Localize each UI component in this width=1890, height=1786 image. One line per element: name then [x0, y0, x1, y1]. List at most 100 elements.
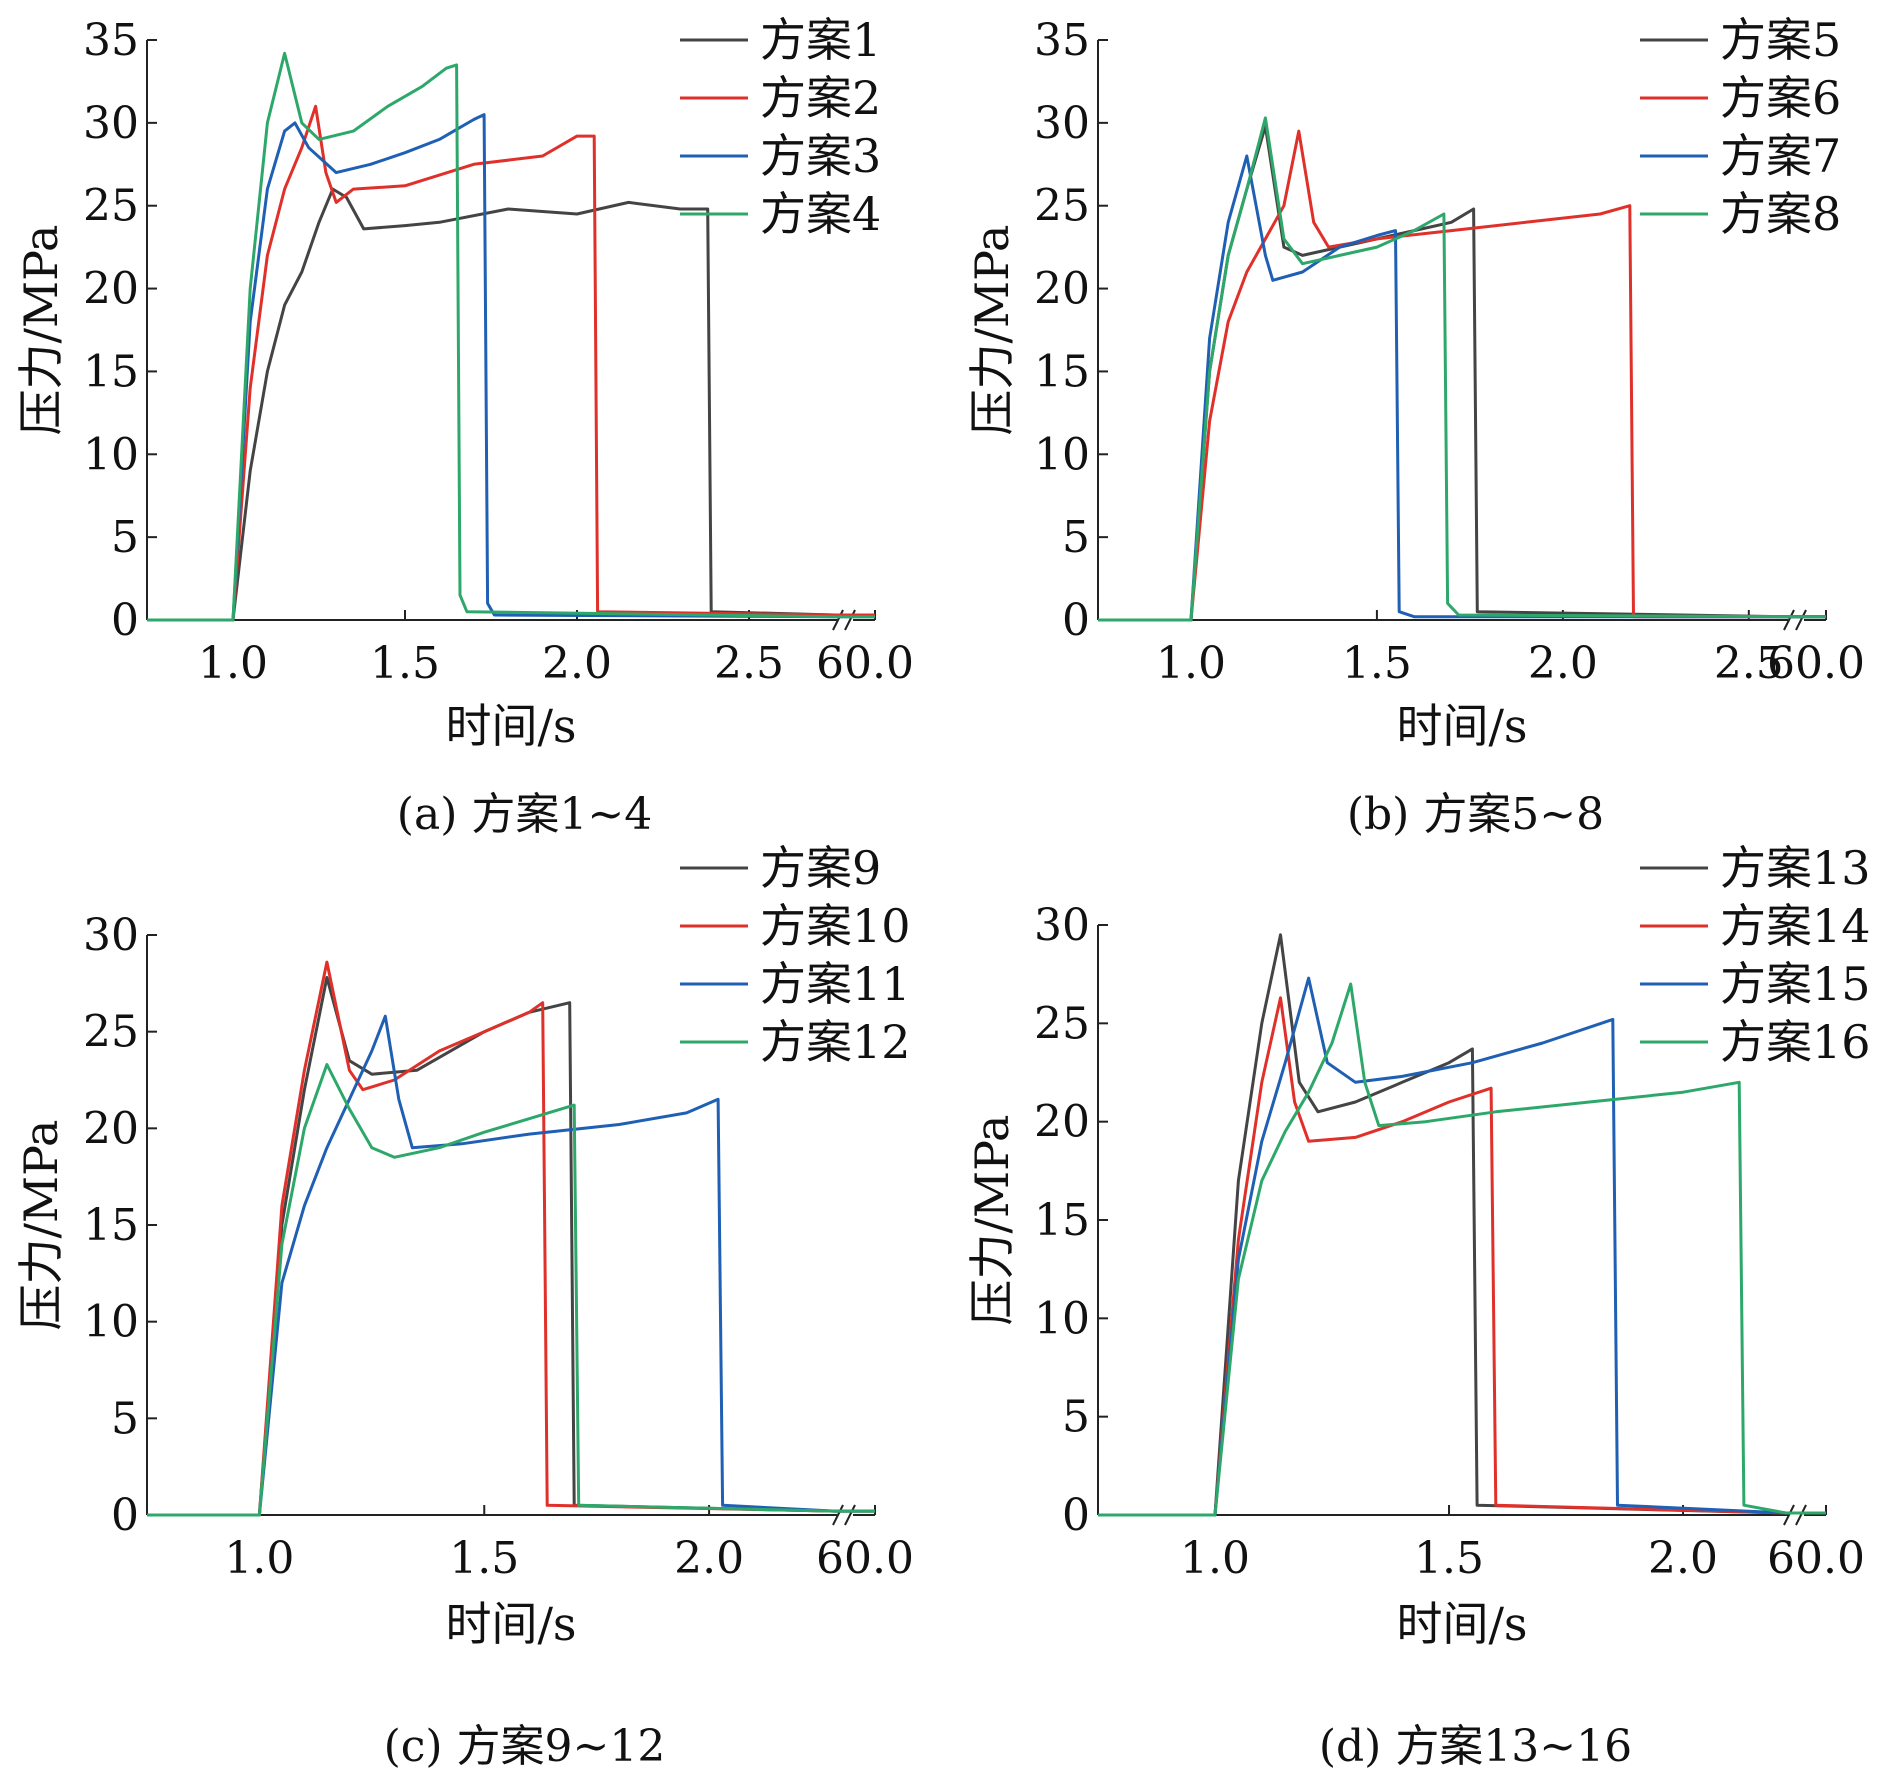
- x-tick-label: 2.5: [714, 638, 784, 689]
- x-axis-label: 时间/s: [1396, 699, 1527, 753]
- series-line-2: [147, 104, 875, 622]
- series-line-2: [1098, 996, 1826, 1517]
- legend-label: 方案13: [1720, 841, 1871, 895]
- legend-label: 方案12: [760, 1015, 911, 1069]
- y-tick-label: 5: [111, 512, 139, 563]
- axis-break-mark: [1795, 1504, 1807, 1526]
- x-tick-label: 2.0: [1528, 638, 1598, 689]
- y-axis-label: 压力/MPa: [965, 225, 1019, 436]
- legend-label: 方案15: [1720, 957, 1871, 1011]
- series-line-3: [1098, 154, 1826, 622]
- x-tick-label: 2.0: [674, 1533, 744, 1584]
- y-tick-label: 25: [1034, 181, 1090, 232]
- y-tick-label: 10: [83, 1297, 139, 1348]
- x-axis-label: 时间/s: [445, 699, 576, 753]
- series-line-4: [147, 1063, 875, 1517]
- y-tick-label: 30: [83, 910, 139, 961]
- legend-label: 方案10: [760, 899, 911, 953]
- y-tick-label: 20: [1034, 1097, 1090, 1148]
- caption-d: (d) 方案13~16: [1318, 1721, 1633, 1772]
- x-break-tick-label: 60.0: [816, 638, 914, 689]
- x-tick-label: 2.0: [542, 638, 612, 689]
- legend-label: 方案5: [1720, 13, 1841, 67]
- y-tick-label: 30: [83, 98, 139, 149]
- y-tick-label: 15: [83, 1200, 139, 1251]
- x-break-tick-label: 60.0: [1767, 638, 1865, 689]
- y-tick-label: 0: [1062, 1490, 1090, 1541]
- axis-break-mark: [844, 1504, 856, 1526]
- x-tick-label: 1.5: [1342, 638, 1412, 689]
- y-tick-label: 10: [83, 429, 139, 480]
- x-tick-label: 1.0: [1180, 1533, 1250, 1584]
- legend-label: 方案16: [1720, 1015, 1871, 1069]
- legend-label: 方案9: [760, 841, 881, 895]
- series-line-1: [147, 187, 875, 622]
- x-tick-label: 1.0: [1156, 638, 1226, 689]
- caption-b: (b) 方案5~8: [1346, 789, 1605, 840]
- legend-label: 方案7: [1720, 129, 1841, 183]
- y-tick-label: 30: [1034, 98, 1090, 149]
- y-tick-label: 15: [1034, 1195, 1090, 1246]
- series-line-2: [1098, 129, 1826, 622]
- legend-label: 方案1: [760, 13, 881, 67]
- chart-2: 0 5 10 15 20 25 30 35 1.0 1.5 2.0 2.560.0 时间/s 压力/MPa…: [965, 13, 1865, 753]
- y-tick-label: 35: [1034, 15, 1090, 66]
- y-tick-label: 25: [1034, 998, 1090, 1049]
- y-axis-label: 压力/MPa: [965, 1115, 1019, 1326]
- legend-label: 方案8: [1720, 187, 1841, 241]
- x-tick-label: 1.5: [370, 638, 440, 689]
- series-line-1: [1098, 933, 1826, 1517]
- y-tick-label: 10: [1034, 429, 1090, 480]
- caption-c: (c) 方案9~12: [383, 1721, 666, 1772]
- series-line-3: [147, 1014, 875, 1517]
- axis-break-mark: [832, 609, 844, 631]
- series-line-3: [147, 113, 875, 622]
- x-tick-label: 1.0: [198, 638, 268, 689]
- y-tick-label: 15: [83, 346, 139, 397]
- y-axis-label: 压力/MPa: [14, 1120, 68, 1331]
- axis-break-mark: [1783, 1504, 1795, 1526]
- y-tick-label: 20: [83, 264, 139, 315]
- y-tick-label: 35: [83, 15, 139, 66]
- y-tick-label: 20: [83, 1103, 139, 1154]
- axis-break-mark: [1795, 609, 1807, 631]
- y-axis-label: 压力/MPa: [14, 225, 68, 436]
- y-tick-label: 5: [1062, 512, 1090, 563]
- x-tick-label: 2.0: [1648, 1533, 1718, 1584]
- x-tick-label: 1.5: [449, 1533, 519, 1584]
- x-axis-label: 时间/s: [1396, 1597, 1527, 1651]
- x-break-tick-label: 60.0: [1767, 1533, 1865, 1584]
- series-line-3: [1098, 976, 1826, 1517]
- legend-label: 方案3: [760, 129, 881, 183]
- x-axis-label: 时间/s: [445, 1597, 576, 1651]
- x-tick-label: 1.5: [1414, 1533, 1484, 1584]
- legend-label: 方案11: [760, 957, 911, 1011]
- y-tick-label: 0: [1062, 595, 1090, 646]
- caption-a: (a) 方案1~4: [396, 789, 653, 840]
- y-tick-label: 20: [1034, 264, 1090, 315]
- series-line-4: [1098, 116, 1826, 622]
- y-tick-label: 25: [83, 181, 139, 232]
- legend-label: 方案4: [760, 187, 881, 241]
- y-tick-label: 30: [1034, 900, 1090, 951]
- series-line-4: [1098, 982, 1826, 1517]
- axis-break-mark: [844, 609, 856, 631]
- y-tick-label: 5: [1062, 1392, 1090, 1443]
- legend-label: 方案6: [1720, 71, 1841, 125]
- y-tick-label: 0: [111, 1490, 139, 1541]
- series-line-4: [147, 51, 875, 622]
- y-tick-label: 5: [111, 1393, 139, 1444]
- legend-label: 方案2: [760, 71, 881, 125]
- y-tick-label: 10: [1034, 1293, 1090, 1344]
- chart-1: 0 5 10 15 20 25 30 35 1.0 1.5 2.0 2.5 60.0 时间/s 压力/MPa…: [14, 13, 914, 753]
- y-tick-label: 25: [83, 1007, 139, 1058]
- y-tick-label: 15: [1034, 346, 1090, 397]
- axis-break-mark: [1783, 609, 1795, 631]
- legend-label: 方案14: [1720, 899, 1871, 953]
- x-tick-label: 1.0: [224, 1533, 294, 1584]
- x-break-tick-label: 60.0: [816, 1533, 914, 1584]
- x-tick-label: 2.5: [1714, 638, 1784, 689]
